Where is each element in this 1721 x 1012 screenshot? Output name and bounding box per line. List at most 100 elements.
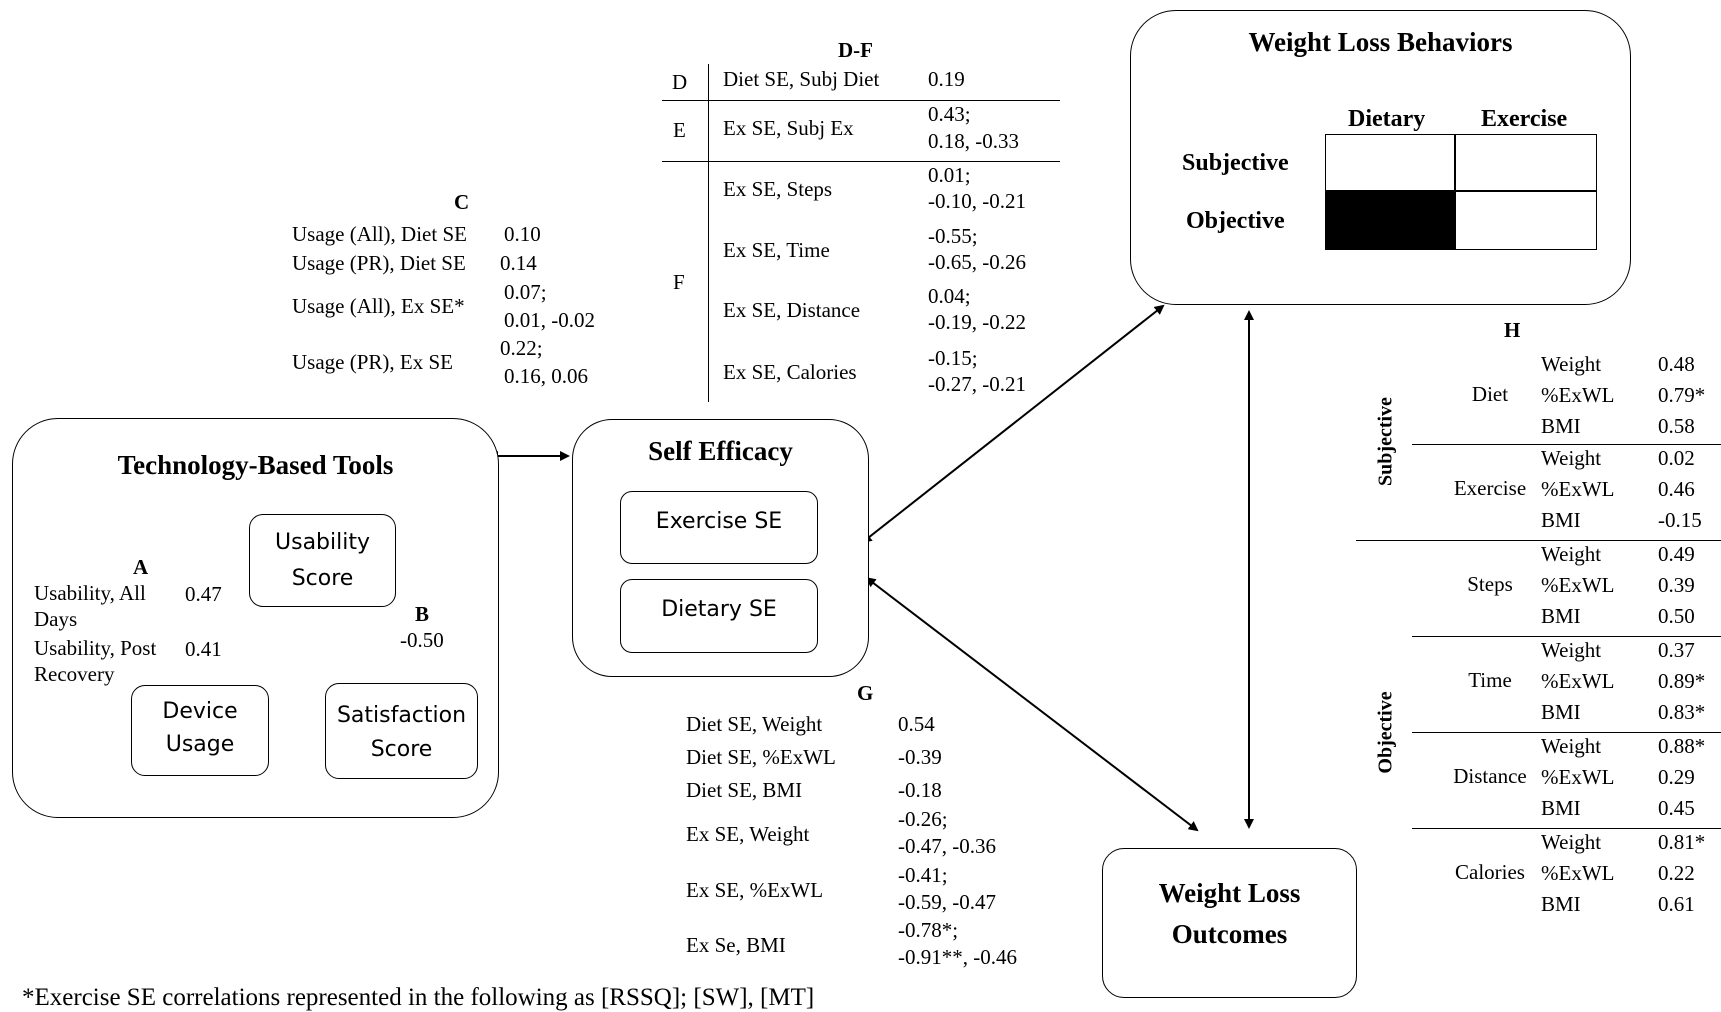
h-metric-label: %ExWL [1541, 477, 1615, 501]
df-d-value: 0.19 [928, 67, 965, 91]
h-metric-value: 0.89* [1658, 669, 1706, 693]
h-block-name: Diet [1471, 382, 1509, 406]
weight-loss-outcomes-line2: Outcomes [1171, 919, 1288, 949]
h-metric-value: 0.46 [1658, 477, 1695, 501]
panel-c-row3-value2: 0.01, -0.02 [504, 308, 595, 332]
h-metric-value: 0.48 [1658, 352, 1695, 376]
h-metric-value: 0.50 [1658, 604, 1695, 628]
df-f-row1-value2: -0.10, -0.21 [928, 189, 1026, 213]
h-metric-value: 0.83* [1658, 700, 1706, 724]
panel-h-group-subjective: Subjective [1374, 397, 1397, 486]
panel-c-row4-value1: 0.22; [500, 336, 543, 360]
weight-loss-outcomes-box [1102, 848, 1357, 998]
device-usage-line1: Device [162, 699, 238, 724]
panel-a-row1-value: 0.47 [185, 582, 222, 606]
h-metric-label: Weight [1541, 830, 1602, 854]
df-f-row2-value1: -0.55; [928, 224, 978, 248]
h-rule-3 [1412, 636, 1721, 637]
panel-c-row4-label: Usage (PR), Ex SE [292, 350, 453, 374]
df-f-row2-label: Ex SE, Time [723, 238, 830, 262]
h-rule-2 [1356, 540, 1721, 541]
h-metric-value: -0.15 [1658, 508, 1702, 532]
self-efficacy-title: Self Efficacy [648, 436, 793, 466]
panel-g-row4-label: Ex SE, Weight [686, 822, 810, 846]
h-rule-4 [1412, 732, 1721, 733]
weight-loss-behaviors-box [1130, 10, 1631, 305]
tech-tools-title: Technology-Based Tools [117, 450, 394, 480]
df-f-row3-value2: -0.19, -0.22 [928, 310, 1026, 334]
satisfaction-score-box [325, 683, 478, 779]
panel-a-label: A [133, 555, 149, 579]
df-f-row2-value2: -0.65, -0.26 [928, 250, 1026, 274]
panel-g-row5-value1: -0.41; [898, 863, 948, 887]
panel-a-row1-label1: Usability, All [34, 581, 146, 605]
h-metric-value: 0.79* [1658, 383, 1706, 407]
panel-g-row3-value: -0.18 [898, 778, 942, 802]
arrow-se-wlb [861, 304, 1165, 543]
panel-g-row6-value1: -0.78*; [898, 918, 959, 942]
df-e-label: Ex SE, Subj Ex [723, 116, 854, 140]
panel-h-group-objective: Objective [1374, 691, 1397, 774]
df-f-letter: F [673, 270, 685, 294]
h-block-name: Exercise [1453, 476, 1527, 500]
h-metric-value: 0.88* [1658, 734, 1706, 758]
df-rule-de [662, 100, 1060, 101]
h-metric-label: BMI [1541, 796, 1581, 820]
panel-g-row1-label: Diet SE, Weight [686, 712, 823, 736]
df-e-value1: 0.43; [928, 102, 971, 126]
h-metric-label: Weight [1541, 638, 1602, 662]
h-block-name: Calories [1455, 860, 1525, 884]
panel-g-row3-label: Diet SE, BMI [686, 778, 803, 802]
h-metric-value: 0.61 [1658, 892, 1695, 916]
df-divider-vertical [708, 64, 709, 402]
device-usage-line2: Usage [165, 732, 235, 757]
panel-g-row4-value1: -0.26; [898, 807, 948, 831]
panel-g-row6-value2: -0.91**, -0.46 [898, 945, 1017, 969]
h-metric-label: %ExWL [1541, 669, 1615, 693]
panel-c-row3-label: Usage (All), Ex SE* [292, 294, 465, 318]
h-rule-5 [1412, 828, 1721, 829]
df-e-value2: 0.18, -0.33 [928, 129, 1019, 153]
h-metric-label: Weight [1541, 446, 1602, 470]
dietary-se-box [620, 579, 818, 653]
df-f-row3-label: Ex SE, Distance [723, 298, 861, 322]
wlb-cell-objective-dietary [1325, 190, 1456, 250]
h-metric-value: 0.49 [1658, 542, 1695, 566]
df-rule-ef [662, 161, 1060, 162]
panel-b-value: -0.50 [400, 628, 444, 652]
h-metric-label: Weight [1541, 734, 1602, 758]
h-metric-value: 0.02 [1658, 446, 1695, 470]
panel-c-row1-value: 0.10 [504, 222, 541, 246]
panel-g-row2-value: -0.39 [898, 745, 942, 769]
panel-a-row2-value: 0.41 [185, 637, 222, 661]
h-metric-label: %ExWL [1541, 765, 1615, 789]
usability-score-line1: Usability [275, 530, 370, 555]
wlb-cell-subjective-dietary [1325, 134, 1456, 192]
panel-a-row1-label2: Days [34, 607, 78, 631]
panel-b-label: B [415, 602, 430, 626]
panel-df-title: D-F [838, 38, 873, 62]
h-metric-label: %ExWL [1541, 861, 1615, 885]
h-metric-value: 0.45 [1658, 796, 1695, 820]
panel-g-row5-value2: -0.59, -0.47 [898, 890, 996, 914]
h-metric-value: 0.37 [1658, 638, 1695, 662]
h-metric-label: BMI [1541, 414, 1581, 438]
df-f-row3-value1: 0.04; [928, 284, 971, 308]
wlb-cell-objective-exercise [1454, 190, 1597, 250]
panel-g-row6-label: Ex Se, BMI [686, 933, 786, 957]
usability-score-line2: Score [291, 566, 354, 591]
wlb-col-exercise: Exercise [1481, 106, 1568, 132]
dietary-se-label: Dietary SE [661, 597, 777, 622]
df-f-row4-value2: -0.27, -0.21 [928, 372, 1026, 396]
satisfaction-score-line1: Satisfaction [336, 703, 467, 728]
wlb-cell-subjective-exercise [1454, 134, 1597, 192]
exercise-se-label: Exercise SE [655, 509, 783, 534]
df-f-row1-label: Ex SE, Steps [723, 177, 833, 201]
h-metric-value: 0.22 [1658, 861, 1695, 885]
wlb-row-subjective: Subjective [1182, 150, 1289, 176]
panel-c-row4-value2: 0.16, 0.06 [504, 364, 588, 388]
wlb-col-dietary: Dietary [1348, 106, 1426, 132]
panel-h-label: H [1504, 318, 1521, 342]
h-metric-label: Weight [1541, 542, 1602, 566]
